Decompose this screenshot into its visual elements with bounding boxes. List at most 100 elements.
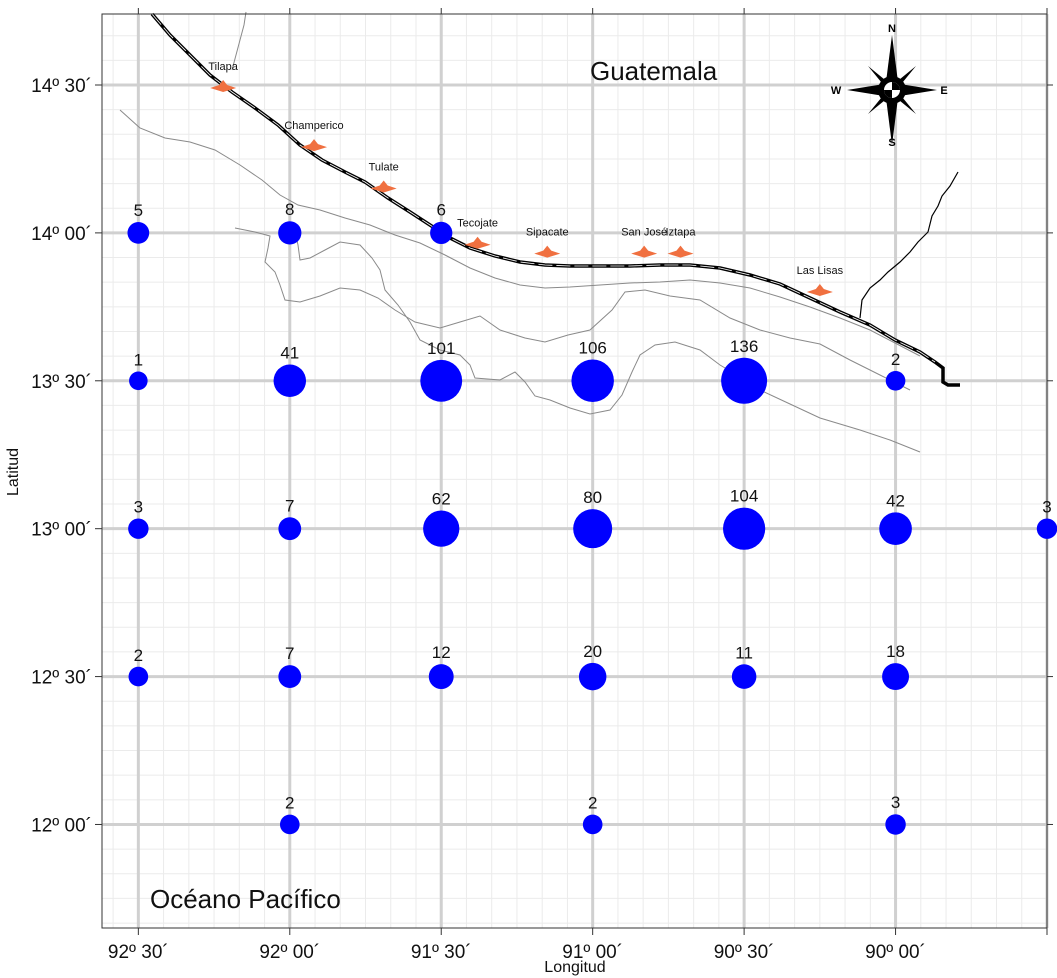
catch-circle [430,221,453,245]
catch-circle [879,512,912,546]
catch-circles-layer: 5 8 6 1 41 101 106 136 2 3 7 62 80 104 42 3 2 7 12 20 11 18 2 2… [127,200,1057,835]
port-marker-icon [370,180,397,193]
compass-icon [847,35,937,145]
sea-region-label: Océano Pacífico [150,884,341,914]
catch-count-label: 5 [134,201,143,220]
x-tick-label: 91º 00´ [562,942,623,963]
catch-circle [278,221,302,245]
y-axis-tick-labels: 14º 30´ 14º 00´ 13º 30´ 13º 00´ 12º 30´ 12º 0… [31,76,92,836]
port-label: Las Lisas [797,265,844,277]
catch-count-label: 2 [891,350,900,369]
catch-circle [578,662,607,691]
border-line [859,171,959,319]
port-marker-icon [667,245,694,258]
catch-circle [278,665,302,688]
catch-count-label: 80 [583,488,602,507]
catch-circle [582,814,603,835]
y-tick-label: 12º 30´ [31,668,92,689]
x-tick-label: 90º 00´ [865,942,926,963]
port-marker-icon [301,139,328,152]
catch-count-label: 42 [886,491,905,510]
port-label: Sipacate [526,227,569,239]
y-tick-label: 14º 30´ [31,76,92,97]
x-tick-label: 92º 00´ [259,942,320,963]
y-tick-label: 14º 00´ [31,224,92,245]
ports-layer: Tilapa Champerico Tulate Tecojate Sipacate Sa… [208,61,844,297]
catch-count-label: 3 [134,497,143,516]
catch-count-label: 7 [285,644,294,663]
catch-count-label: 8 [285,200,294,219]
port-label: San José [621,227,667,239]
port-marker-icon [806,284,833,297]
catch-circle [279,814,300,835]
minor-grid [102,14,1048,928]
port-label: Tecojate [457,218,498,230]
panel-frame [101,13,1048,929]
catch-circle [571,359,614,403]
y-tick-label: 13º 00´ [31,520,92,541]
port-marker-icon [210,79,237,92]
catch-circle [722,507,766,550]
catch-circle [882,663,910,691]
catch-count-label: 6 [436,201,445,220]
compass-west: W [831,85,842,97]
catch-circle [278,517,302,541]
x-tick-label: 91º 30´ [411,942,472,963]
y-axis-title: Latitud [5,448,22,496]
port-marker-icon [464,236,491,249]
contour-line-mid [234,227,911,391]
catch-count-label: 18 [886,642,905,661]
catch-count-label: 3 [891,793,900,812]
catch-count-label: 62 [432,490,451,509]
port-label: Tulate [369,162,399,174]
catch-count-label: 7 [285,496,294,515]
compass-south: S [888,137,895,149]
x-axis-tick-labels: 92º 30´ 92º 00´ 91º 30´ 91º 00´ 90º 30´ 90º 0… [108,942,926,963]
catch-circle [721,357,768,404]
catch-count-label: 20 [583,642,602,661]
y-tick-label: 12º 00´ [31,815,92,836]
x-tick-label: 90º 30´ [714,942,775,963]
catch-circle [885,814,906,835]
port-label: Champerico [284,120,343,132]
catch-count-label: 12 [432,643,451,662]
x-tick-label: 92º 30´ [108,942,169,963]
x-axis-title: Longitud [544,959,605,976]
land-region-label: Guatemala [590,56,718,86]
catch-count-label: 101 [427,339,455,358]
port-label: Tilapa [208,61,238,73]
catch-circle [885,370,906,391]
catch-circle [1036,518,1057,539]
coastline-highlight [151,13,936,363]
port-marker-icon [631,245,658,258]
compass-rose: N S E W [831,23,948,149]
contour-line-inner [119,109,921,357]
catch-circle [128,666,149,687]
axis-ticks [95,8,1053,935]
y-tick-label: 13º 30´ [31,372,92,393]
catch-count-label: 41 [280,344,299,363]
catch-circle [731,664,757,689]
port-label: Iztapa [666,227,697,239]
catch-circle [128,518,149,539]
catch-count-label: 2 [588,794,597,813]
catch-circle [428,664,454,690]
catch-circle [129,371,148,391]
catch-circle [423,510,460,547]
catch-count-label: 136 [730,337,758,356]
major-grid [102,14,1049,928]
catch-count-label: 106 [578,339,606,358]
catch-circle [573,509,613,549]
compass-north: N [888,23,896,35]
catch-count-label: 3 [1042,497,1051,516]
catch-count-label: 1 [134,350,143,369]
compass-east: E [940,85,947,97]
port-marker-icon [534,245,561,258]
catch-count-label: 104 [730,487,758,506]
catch-count-label: 2 [134,646,143,665]
coastline [150,12,960,387]
catch-count-label: 11 [735,643,753,662]
catch-circle [420,359,463,402]
catch-circle [273,364,307,398]
